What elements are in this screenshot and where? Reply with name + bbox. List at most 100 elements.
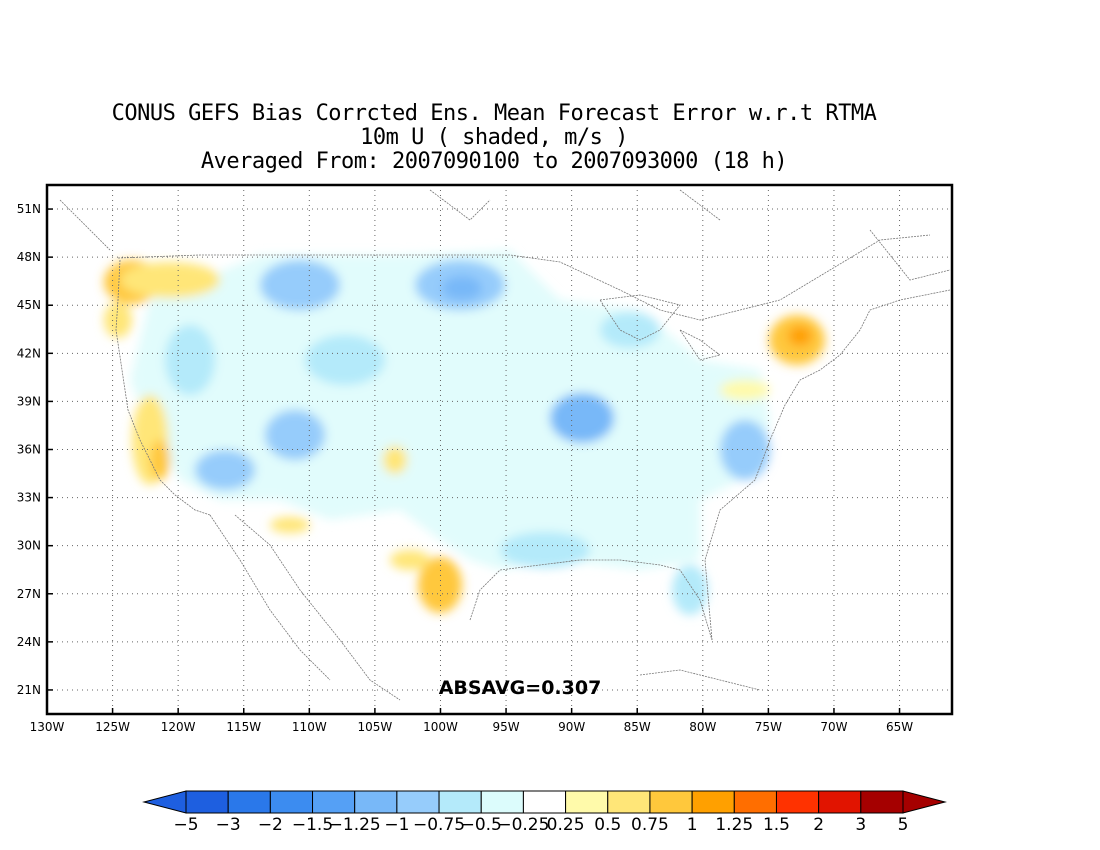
- canada-border: [117, 234, 931, 321]
- lon-tick-label: 110W: [292, 720, 327, 734]
- shade-az: [270, 517, 310, 533]
- lon-tick-label: 120W: [161, 720, 196, 734]
- lon-tick-label: 90W: [558, 720, 585, 734]
- colorbar-label: −1.25: [329, 815, 381, 835]
- colorbar-label: 1: [687, 815, 698, 835]
- colorbar-swatch: [269, 790, 314, 814]
- colorbar: −5 −3 −2 −1.5−1.25 −1 −0.75−0.5−0.250.25 0.5 0.…: [142, 790, 947, 835]
- shade-florida: [672, 565, 708, 615]
- lat-tick-label: 51N: [17, 202, 41, 216]
- shade-great-basin: [305, 335, 385, 385]
- colorbar-swatch: [312, 790, 356, 814]
- lon-tick-label: 100W: [423, 720, 458, 734]
- lat-tick-label: 42N: [17, 346, 41, 360]
- colorbar-swatch: [775, 790, 820, 814]
- colorbar-swatch: [733, 790, 777, 814]
- lon-tick-label: 115W: [226, 720, 261, 734]
- colorbar-label: −0.25: [497, 815, 549, 835]
- atlantic-coast: [704, 289, 951, 641]
- colorbar-label: 0.5: [594, 815, 621, 835]
- great-lakes: [599, 294, 721, 361]
- colorbar-arrow-left: [142, 790, 187, 814]
- colorbar-swatch: [438, 790, 482, 814]
- shade-sw: [195, 450, 255, 490]
- shade-ks: [383, 446, 407, 474]
- colorbar-label: 1.25: [715, 815, 753, 835]
- shade-pnw-outer: [120, 262, 220, 298]
- colorbar-label: −3: [216, 815, 241, 835]
- colorbar-label: 2: [813, 815, 824, 835]
- mexico-baja: [209, 514, 331, 681]
- lat-tick-label: 36N: [17, 443, 41, 457]
- lat-tick-label: 27N: [17, 587, 41, 601]
- colorbar-swatch: [354, 790, 398, 814]
- shade-colorado: [265, 410, 325, 460]
- colorbar-label: 0.75: [631, 815, 669, 835]
- lon-tick-label: 130W: [30, 720, 65, 734]
- lat-tick-label: 39N: [17, 394, 41, 408]
- shade-gulf: [500, 532, 590, 568]
- colorbar-arrow-right: [902, 790, 947, 814]
- lat-tick-label: 30N: [17, 539, 41, 553]
- colorbar-swatch: [185, 790, 229, 814]
- lon-tick-label: 105W: [358, 720, 393, 734]
- title-line-2: 10m U ( shaded, m/s ): [360, 125, 628, 150]
- map-title: CONUS GEFS Bias Corrcted Ens. Mean Forec…: [0, 102, 988, 174]
- colorbar-label: 5: [898, 815, 909, 835]
- lon-tick-label: 125W: [95, 720, 130, 734]
- shade-west-interior: [165, 325, 215, 395]
- shade-ca-core: [150, 440, 170, 480]
- map-plot-area: [47, 185, 952, 714]
- lon-tick-label: 85W: [624, 720, 651, 734]
- colorbar-swatch: [522, 790, 567, 814]
- colorbar-swatch: [565, 790, 609, 814]
- colorbar-swatch: [691, 790, 735, 814]
- lat-tick-label: 33N: [17, 491, 41, 505]
- shade-n-plains-core: [442, 276, 482, 300]
- colorbar-label: −5: [173, 815, 198, 835]
- title-line-3: Averaged From: 2007090100 to 2007093000 …: [200, 149, 788, 174]
- shade-n-rockies: [260, 260, 340, 310]
- colorbar-label: −0.75: [413, 815, 465, 835]
- colorbar-label: 1.5: [763, 815, 790, 835]
- graticule: [47, 185, 952, 714]
- error-shading: [104, 250, 825, 615]
- shade-carolinas: [720, 420, 770, 480]
- colorbar-swatch: [227, 790, 271, 814]
- colorbar-label: 0.25: [547, 815, 585, 835]
- lat-tick-label: 21N: [17, 683, 41, 697]
- lat-tick-label: 45N: [17, 298, 41, 312]
- colorbar-swatch: [396, 790, 440, 814]
- map-axes: 130W 125W 120W 115W 110W 105W 100W 95W 90W 85W 80W…: [17, 202, 913, 734]
- lat-tick-label: 48N: [17, 250, 41, 264]
- colorbar-swatch: [649, 790, 693, 814]
- colorbar-label: −1: [384, 815, 409, 835]
- shade-mid-miss: [550, 393, 614, 443]
- colorbar-swatch: [480, 790, 524, 814]
- shade-mid-atlantic: [720, 380, 770, 400]
- colorbar-swatch: [818, 790, 862, 814]
- title-line-1: CONUS GEFS Bias Corrcted Ens. Mean Forec…: [111, 101, 877, 126]
- lon-tick-label: 70W: [820, 720, 847, 734]
- gulf-coast: [469, 559, 713, 641]
- shade-or-coast: [104, 302, 132, 338]
- colorbar-label: −1.5: [292, 815, 333, 835]
- lat-tick-label: 24N: [17, 635, 41, 649]
- lon-tick-label: 75W: [755, 720, 782, 734]
- shade-great-lakes: [600, 312, 660, 348]
- colorbar-label: −0.5: [461, 815, 502, 835]
- lon-tick-label: 80W: [689, 720, 716, 734]
- colorbar-swatch: [860, 790, 904, 814]
- us-west-coast: [115, 259, 211, 516]
- canada-north: [59, 189, 951, 281]
- colorbar-label: −2: [258, 815, 283, 835]
- lon-tick-label: 65W: [886, 720, 913, 734]
- coastlines: [59, 189, 951, 701]
- cuba: [639, 669, 761, 691]
- shade-w-texas: [390, 550, 430, 570]
- absavg-label: ABSAVG=0.307: [439, 677, 602, 699]
- shade-new-england-core: [788, 326, 812, 346]
- lon-tick-label: 95W: [492, 720, 519, 734]
- mexico-mainland: [234, 514, 401, 701]
